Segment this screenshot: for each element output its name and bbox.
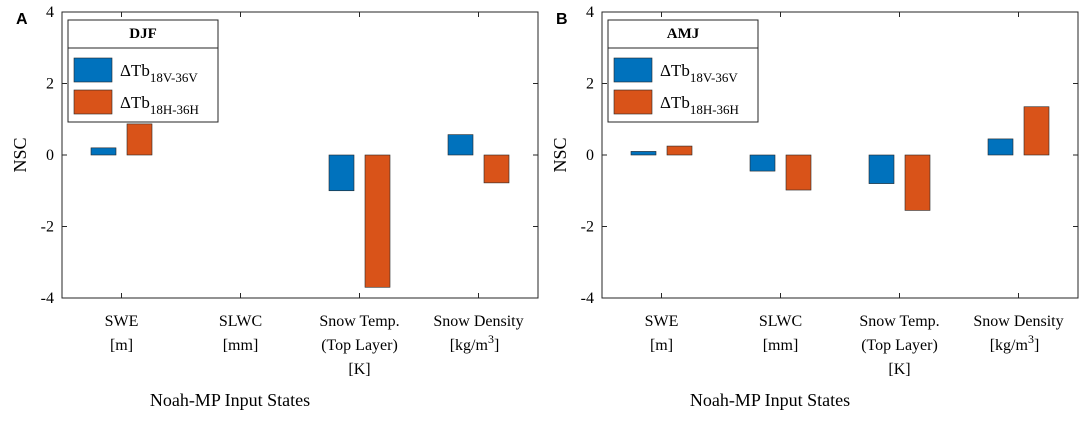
panel-letter: B	[556, 11, 568, 28]
x-category-label: SLWC [mm]	[759, 313, 802, 354]
bar-vertical-3	[447, 134, 474, 156]
x-category-label: SWE [m]	[645, 313, 679, 354]
y-tick-label: -4	[41, 290, 54, 307]
x-category-label: Snow Density [kg/m3]	[433, 313, 523, 354]
legend-title: DJF	[129, 26, 157, 42]
legend-entry-label: ΔTb18H-36H	[120, 93, 199, 117]
legend-swatch	[613, 57, 653, 83]
bar-horizontal-0	[666, 145, 693, 156]
bar-vertical-0	[90, 147, 117, 156]
y-tick-label: 0	[586, 147, 594, 164]
legend-swatch	[73, 57, 113, 83]
legend: AMJ ΔTb18V-36V ΔTb18H-36H	[607, 19, 759, 123]
legend-swatch	[73, 89, 113, 115]
x-axis-title: Noah-MP Input States	[690, 390, 850, 410]
x-category-label: Snow Temp. (Top Layer) [K]	[859, 313, 939, 378]
legend: DJF ΔTb18V-36V ΔTb18H-36H	[67, 19, 219, 123]
legend-entry-label: ΔTb18V-36V	[660, 61, 738, 85]
legend-swatch	[613, 89, 653, 115]
y-tick-label: -4	[581, 290, 594, 307]
bar-horizontal-2	[364, 154, 391, 288]
x-category-label: Snow Density [kg/m3]	[973, 313, 1063, 354]
bar-horizontal-3	[483, 154, 510, 184]
bar-horizontal-1	[785, 154, 812, 191]
y-axis-title: NSC	[10, 137, 30, 172]
x-axis-title: Noah-MP Input States	[150, 390, 310, 410]
chart-panel-b: 4 2 0 -2 -4 SWE [m] SLWC [mm] Snow Temp. (Top Laye…	[550, 4, 1079, 410]
y-axis-title: NSC	[550, 137, 570, 172]
bar-vertical-1	[749, 154, 776, 172]
y-tick-label: 4	[586, 4, 594, 21]
bar-vertical-0	[630, 151, 657, 156]
y-tick-label: -2	[581, 219, 594, 236]
bar-horizontal-2	[904, 154, 931, 211]
y-tick-label: -2	[41, 219, 54, 236]
x-category-label: Snow Temp. (Top Layer) [K]	[319, 313, 399, 378]
panel-letter: A	[16, 11, 28, 28]
chart-panel-a: 4 2 0 -2 -4 SWE [m] SLWC [mm] Snow Temp. (Top Laye…	[10, 4, 539, 410]
bar-horizontal-0	[126, 123, 153, 156]
x-category-label: SWE [m]	[105, 313, 139, 354]
legend-title: AMJ	[667, 26, 700, 42]
bar-vertical-2	[868, 154, 895, 184]
bar-vertical-3	[987, 138, 1014, 156]
legend-entry-label: ΔTb18V-36V	[120, 61, 198, 85]
bar-horizontal-3	[1023, 106, 1050, 156]
bar-vertical-2	[328, 154, 355, 192]
legend-entry-label: ΔTb18H-36H	[660, 93, 739, 117]
y-tick-label: 4	[46, 4, 54, 21]
y-tick-label: 2	[46, 76, 54, 93]
x-category-label: SLWC [mm]	[219, 313, 262, 354]
y-tick-label: 0	[46, 147, 54, 164]
y-tick-label: 2	[586, 76, 594, 93]
